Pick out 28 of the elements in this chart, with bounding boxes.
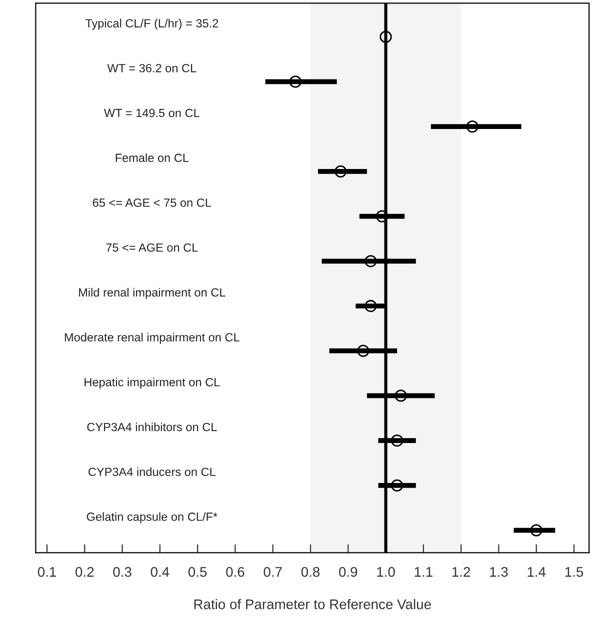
- x-tick-label: 0.3: [113, 566, 132, 577]
- x-tick-label: 1.2: [452, 566, 470, 577]
- y-tick-label: Moderate renal impairment on CL: [64, 332, 240, 344]
- x-tick-label: 0.2: [76, 566, 94, 577]
- y-tick-label: Hepatic impairment on CL: [84, 378, 220, 389]
- y-tick-label: Typical CL/F (L/hr) = 35.2: [85, 18, 218, 30]
- x-tick-label: 1.4: [528, 567, 546, 577]
- y-tick-label: WT = 149.5 on CL: [104, 108, 200, 118]
- y-tick-label: Mild renal impairment on CL: [79, 288, 226, 299]
- y-tick-label: CYP3A4 inducers on CL: [88, 467, 216, 476]
- x-tick-label: 0.8: [301, 566, 320, 577]
- y-tick-label: WT = 36.2 on CL: [107, 64, 196, 72]
- x-tick-label: 0.1: [38, 566, 56, 577]
- y-tick-label: 65 <= AGE < 75 on CL: [92, 198, 212, 207]
- x-axis-title: Ratio of Parameter to Reference Value: [194, 599, 431, 610]
- x-tick-label: 1.1: [414, 567, 432, 577]
- x-tick-label: 0.4: [150, 566, 170, 577]
- y-tick-label: 75 <= AGE on CL: [106, 243, 198, 252]
- x-tick-label: 0.9: [339, 566, 358, 577]
- x-tick-label: 1.3: [490, 566, 508, 577]
- y-tick-label: Female on CL: [116, 153, 189, 162]
- x-tick-label: 0.6: [226, 566, 244, 577]
- x-tick-label: 0.5: [188, 566, 207, 577]
- x-tick-label: 1.5: [565, 567, 584, 577]
- x-tick-label: 0.7: [264, 566, 282, 577]
- y-tick-label: Gelatin capsule on CL/F*: [86, 512, 218, 524]
- x-tick-label: 1.0: [377, 566, 395, 577]
- y-tick-label: CYP3A4 inhibitors on CL: [87, 422, 217, 432]
